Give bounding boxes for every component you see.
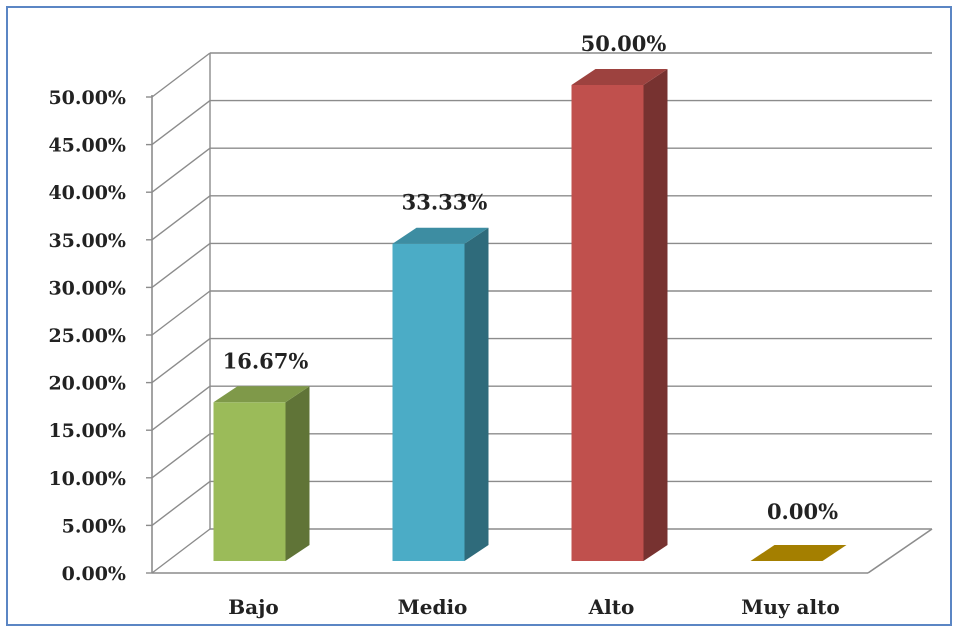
- y-tick-label: 20.00%: [48, 373, 126, 395]
- bar-top: [213, 386, 310, 403]
- y-tick-label: 45.00%: [48, 135, 126, 157]
- grid-diagonal: [151, 242, 211, 288]
- y-tick-label: 15.00%: [48, 420, 126, 442]
- category-label: Muy alto: [741, 595, 839, 619]
- bar-front: [392, 243, 465, 561]
- bar-side: [464, 227, 489, 561]
- grid-diagonal: [151, 433, 211, 479]
- grid-lines: [151, 52, 932, 574]
- bar: [750, 545, 847, 561]
- bar-top: [571, 69, 668, 85]
- grid-diagonal: [151, 290, 211, 336]
- grid-diagonal: [151, 528, 211, 574]
- data-labels: 16.67% 33.33% 50.00% 0.00%: [223, 31, 838, 524]
- bar-top: [750, 545, 847, 561]
- data-label: 50.00%: [581, 31, 667, 56]
- y-tick-label: 10.00%: [48, 468, 126, 490]
- y-tick-label: 40.00%: [48, 182, 126, 204]
- bar-front: [213, 402, 286, 561]
- bar: [571, 69, 668, 561]
- floor-right-edge: [867, 528, 933, 574]
- x-axis-category-labels: Bajo Medio Alto Muy alto: [228, 595, 839, 619]
- category-label: Bajo: [228, 595, 278, 619]
- grid-diagonal: [151, 52, 211, 98]
- grid-diagonal: [151, 385, 211, 431]
- grid-diagonal: [151, 100, 211, 146]
- y-tick-label: 50.00%: [48, 87, 126, 109]
- bar-front: [571, 85, 644, 561]
- y-tick-label: 5.00%: [62, 515, 126, 537]
- bar-side: [285, 386, 310, 561]
- bar: [392, 227, 489, 561]
- bar-top: [392, 227, 489, 244]
- grid-diagonal: [151, 195, 211, 241]
- y-axis-tick-labels: 0.00% 5.00% 10.00% 15.00% 20.00% 25.00% 30.00%…: [48, 87, 126, 585]
- y-tick-label: 25.00%: [48, 325, 126, 347]
- data-label: 0.00%: [767, 499, 838, 524]
- y-tick-label: 30.00%: [48, 277, 126, 299]
- grid-diagonal: [151, 147, 211, 193]
- bar: [213, 386, 310, 561]
- y-tick-label: 35.00%: [48, 230, 126, 252]
- category-label: Alto: [588, 595, 635, 619]
- y-tick-label: 0.00%: [62, 563, 126, 585]
- bars: [213, 69, 847, 561]
- data-label: 16.67%: [223, 348, 309, 373]
- axes: [146, 53, 933, 574]
- bar-side: [643, 69, 668, 561]
- category-label: Medio: [398, 595, 468, 619]
- grid-diagonal: [151, 338, 211, 384]
- grid-diagonal: [151, 480, 211, 526]
- data-label: 33.33%: [402, 190, 488, 215]
